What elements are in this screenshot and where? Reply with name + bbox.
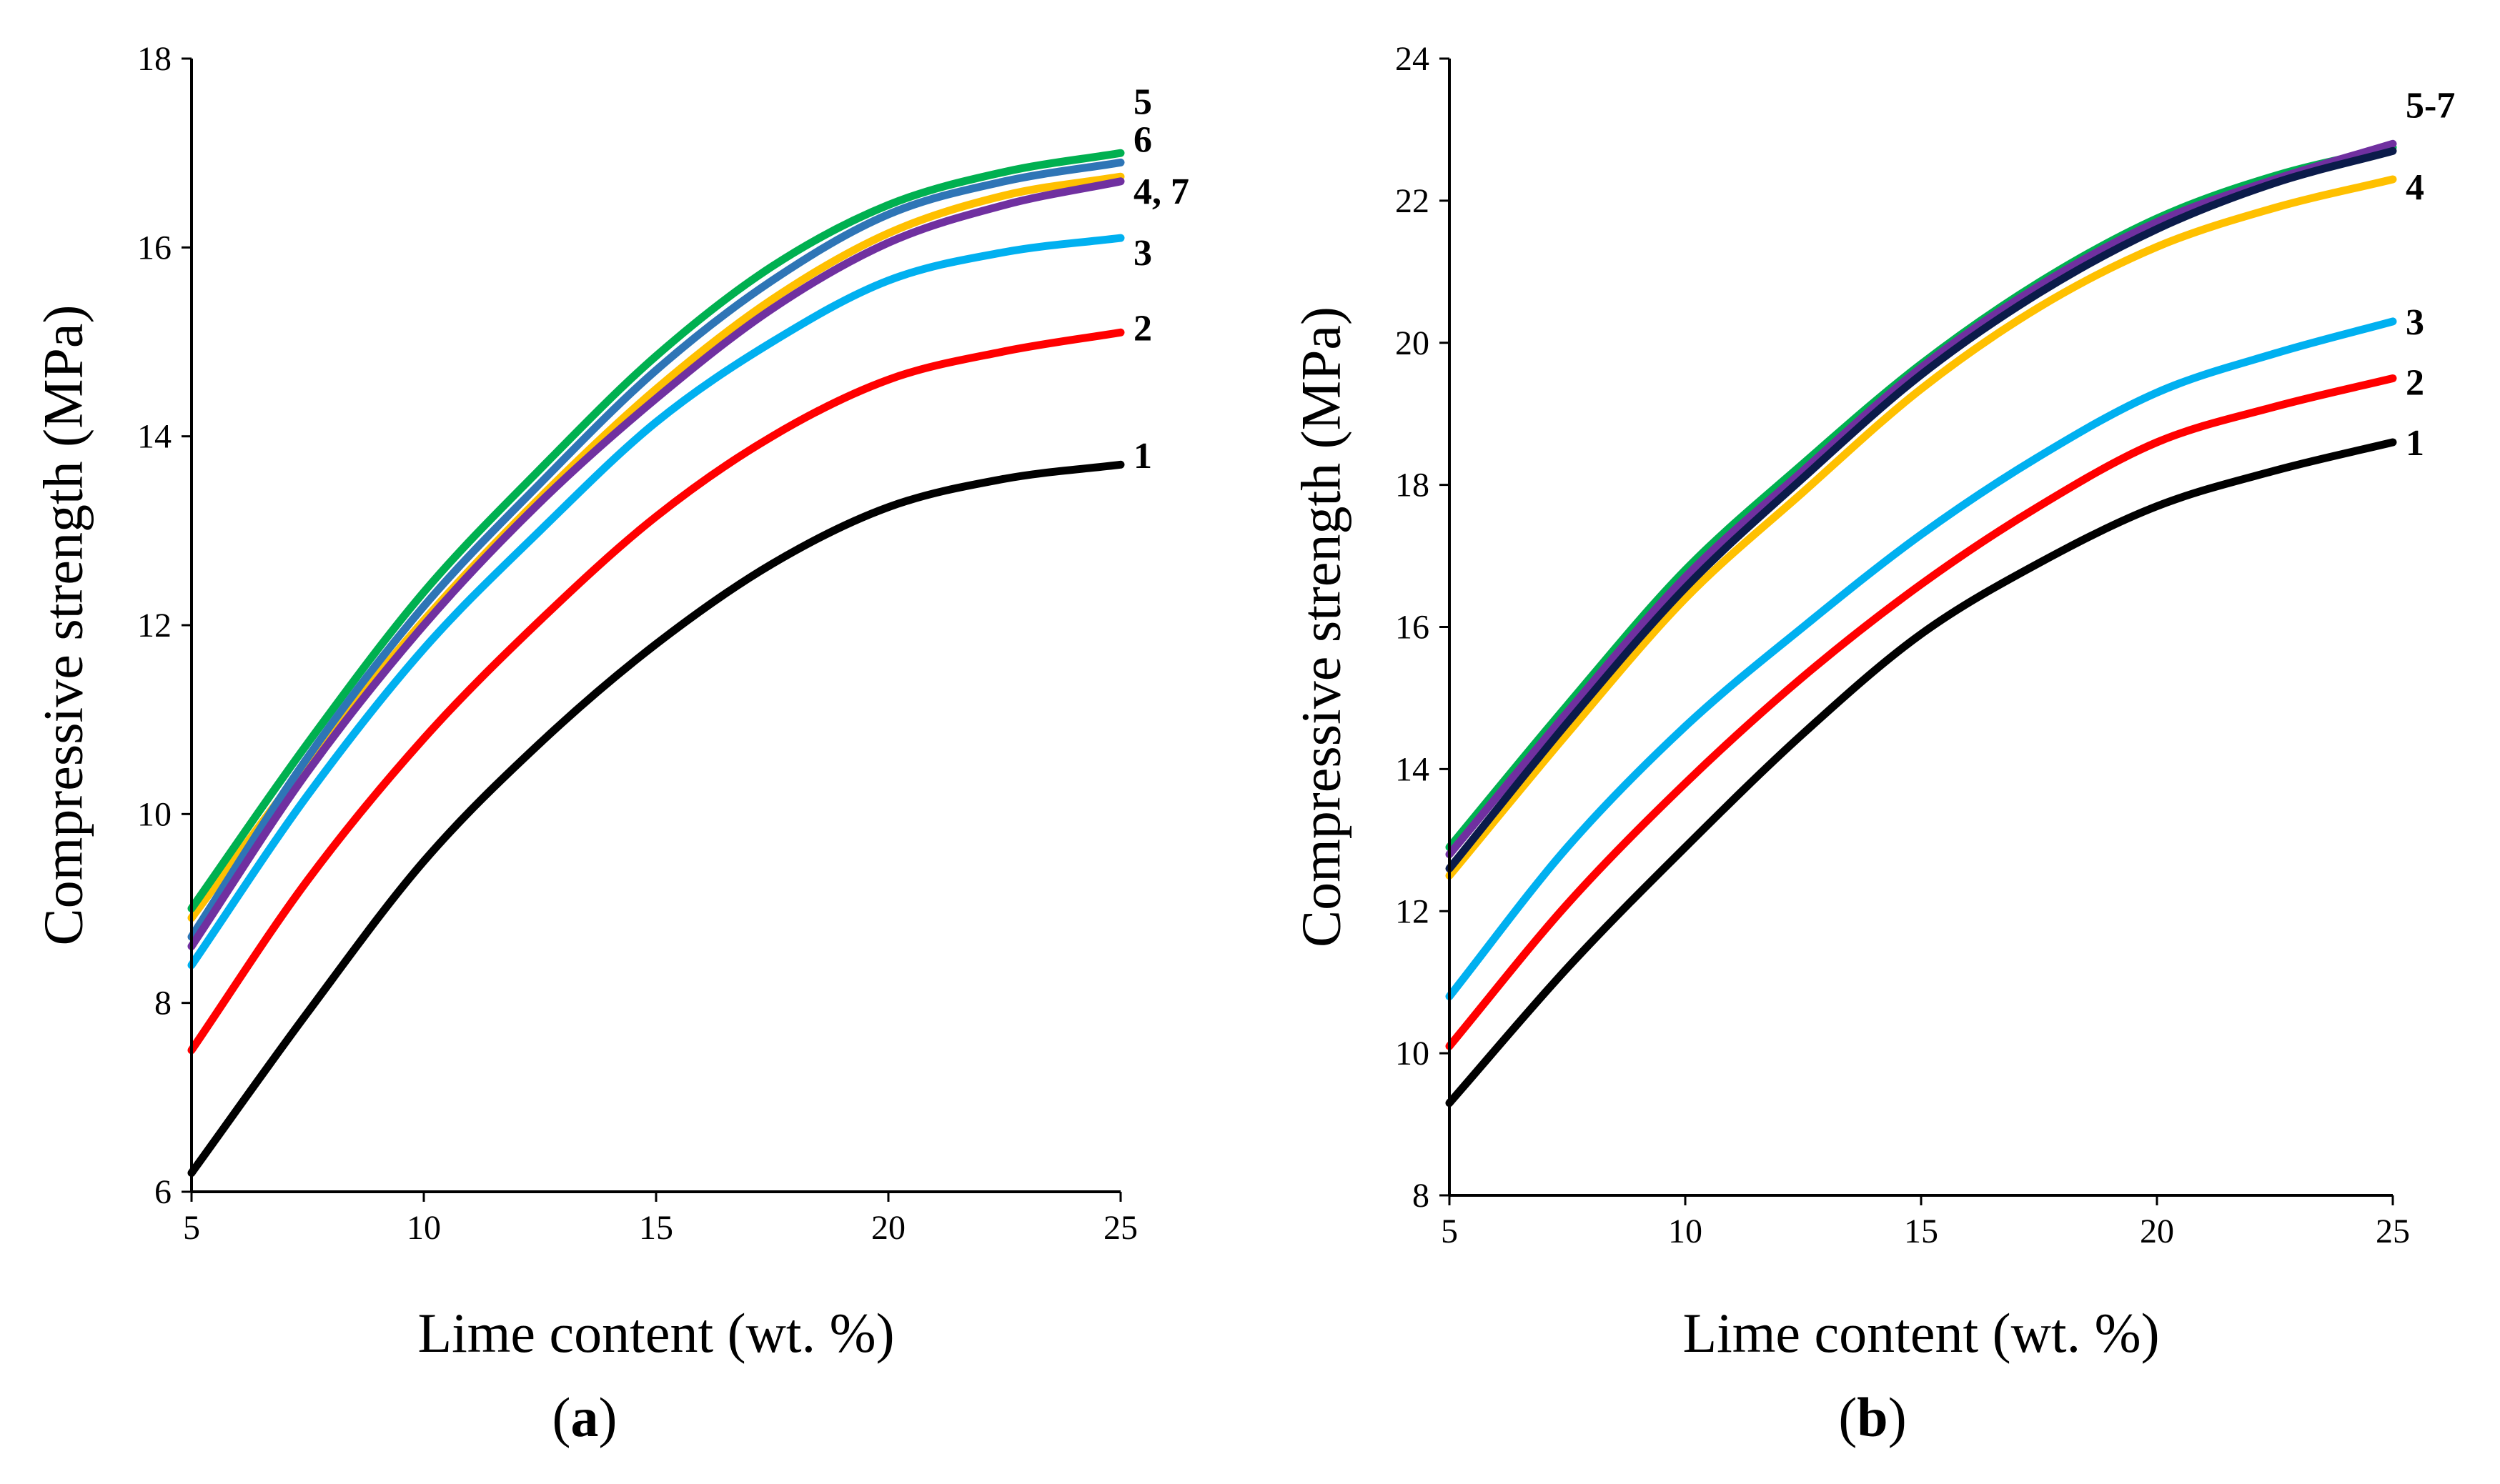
x-tick-label-b-25: 25 [2376,1212,2410,1250]
series-end-label-a-0: 5 [1134,81,1152,122]
y-tick-label-b-8: 8 [1412,1177,1429,1215]
axes-layer-a [182,57,1122,1202]
x-tick-label-a-25: 25 [1103,1209,1138,1247]
y-axis-title-b: Compressive strength (MPa) [1290,307,1352,947]
y-tick-label-a-16: 16 [137,229,172,267]
series-line-b-6 [1445,139,2397,859]
series-line-a-7 [187,177,1125,950]
series-line-a-5 [187,149,1125,912]
series-layer-b [1445,139,2397,1107]
series-line-a-4 [187,172,1125,922]
series-end-label-b-0: 5-7 [2406,86,2455,126]
x-tick-label-b-15: 15 [1904,1212,1938,1250]
series-line-b-5 [1445,143,2397,852]
y-tick-label-a-10: 10 [137,795,172,833]
series-end-label-a-3: 3 [1134,233,1152,274]
series-end-label-a-5: 1 [1134,436,1152,477]
series-end-label-a-2: 4, 7 [1134,171,1189,212]
x-tick-label-a-5: 5 [183,1209,200,1247]
x-tick-label-b-5: 5 [1441,1212,1458,1250]
x-axis-title-a: Lime content (wt. %) [417,1302,894,1364]
x-tick-label-a-10: 10 [407,1209,441,1247]
y-tick-label-a-18: 18 [137,40,172,78]
y-tick-label-b-10: 10 [1395,1035,1429,1072]
y-tick-label-a-6: 6 [154,1173,172,1211]
panel-caption-b: (b) [1838,1386,1906,1448]
axes-layer-b [1439,57,2394,1205]
series-line-a-1 [187,460,1125,1177]
series-layer-a [187,149,1125,1177]
x-axis-title-b: Lime content (wt. %) [1682,1302,2159,1364]
y-tick-label-a-14: 14 [137,418,172,456]
x-tick-label-a-15: 15 [639,1209,673,1247]
x-tick-label-b-20: 20 [2140,1212,2174,1250]
series-end-label-b-1: 4 [2406,167,2424,208]
y-tick-label-a-8: 8 [154,985,172,1022]
series-line-a-3 [187,234,1125,970]
x-tick-label-a-20: 20 [871,1209,906,1247]
series-line-b-2 [1445,374,2397,1050]
series-line-a-6 [187,158,1125,941]
y-tick-label-b-24: 24 [1395,40,1429,78]
y-tick-label-b-12: 12 [1395,892,1429,930]
series-end-label-b-3: 2 [2406,362,2424,403]
x-tick-label-b-10: 10 [1668,1212,1702,1250]
series-line-a-2 [187,328,1125,1055]
series-end-label-a-1: 6 [1134,119,1152,160]
y-tick-label-a-12: 12 [137,607,172,644]
y-axis-title-a: Compressive strength (MPa) [32,305,94,946]
series-line-b-3 [1445,317,2397,1001]
y-tick-label-b-22: 22 [1395,182,1429,220]
y-tick-label-b-20: 20 [1395,324,1429,362]
series-end-label-b-2: 3 [2406,302,2424,343]
series-end-label-a-4: 2 [1134,309,1152,349]
y-tick-label-b-14: 14 [1395,750,1429,788]
panel-caption-a: (a) [552,1386,617,1448]
y-tick-label-b-18: 18 [1395,467,1429,504]
series-line-b-1 [1445,438,2397,1107]
series-line-b-7 [1445,146,2397,873]
series-line-b-4 [1445,175,2397,880]
y-tick-label-b-16: 16 [1395,609,1429,647]
series-end-label-b-4: 1 [2406,423,2424,464]
